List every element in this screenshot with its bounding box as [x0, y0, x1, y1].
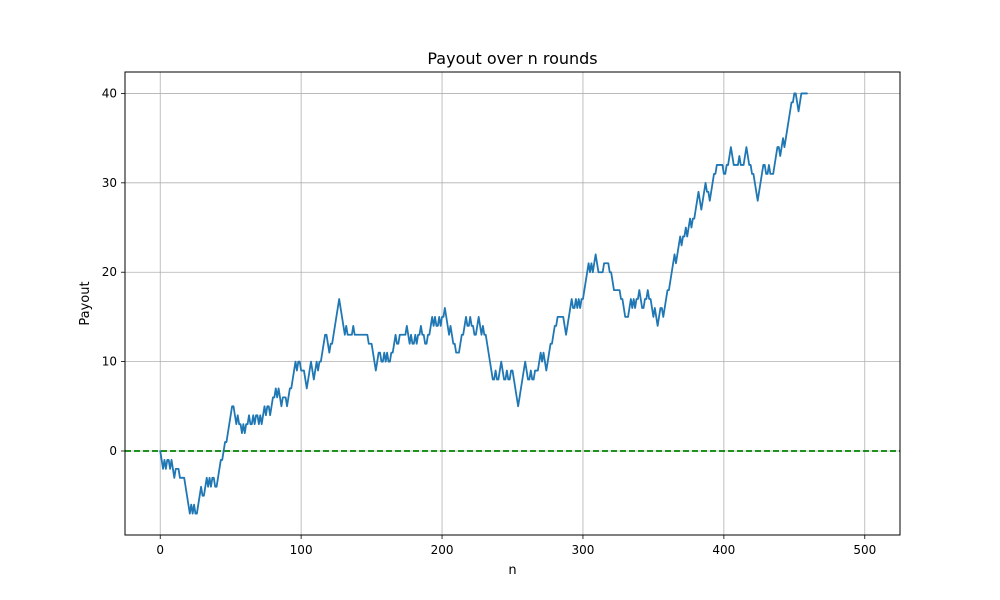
y-tick-label: 10: [102, 355, 117, 369]
chart-title: Payout over n rounds: [427, 49, 597, 68]
plot-area-frame: [124, 71, 901, 536]
y-tick-label: 40: [102, 86, 117, 100]
x-tick-label: 400: [712, 543, 735, 557]
x-axis-label: n: [508, 563, 516, 578]
x-tick-label: 100: [290, 543, 313, 557]
x-tick-label: 0: [156, 543, 164, 557]
x-tick-label: 200: [431, 543, 454, 557]
y-tick-label: 0: [109, 444, 117, 458]
y-axis-label: Payout: [78, 281, 93, 325]
payout-series-line: [159, 92, 808, 515]
series-layer: [159, 92, 808, 515]
x-tick-label: 500: [853, 543, 876, 557]
x-tick-label: 300: [572, 543, 595, 557]
axis-ticks: 0 100 200 300 400 500 0 10 20 30 40: [102, 86, 877, 557]
y-tick-label: 20: [102, 265, 117, 279]
y-tick-label: 30: [102, 176, 117, 190]
